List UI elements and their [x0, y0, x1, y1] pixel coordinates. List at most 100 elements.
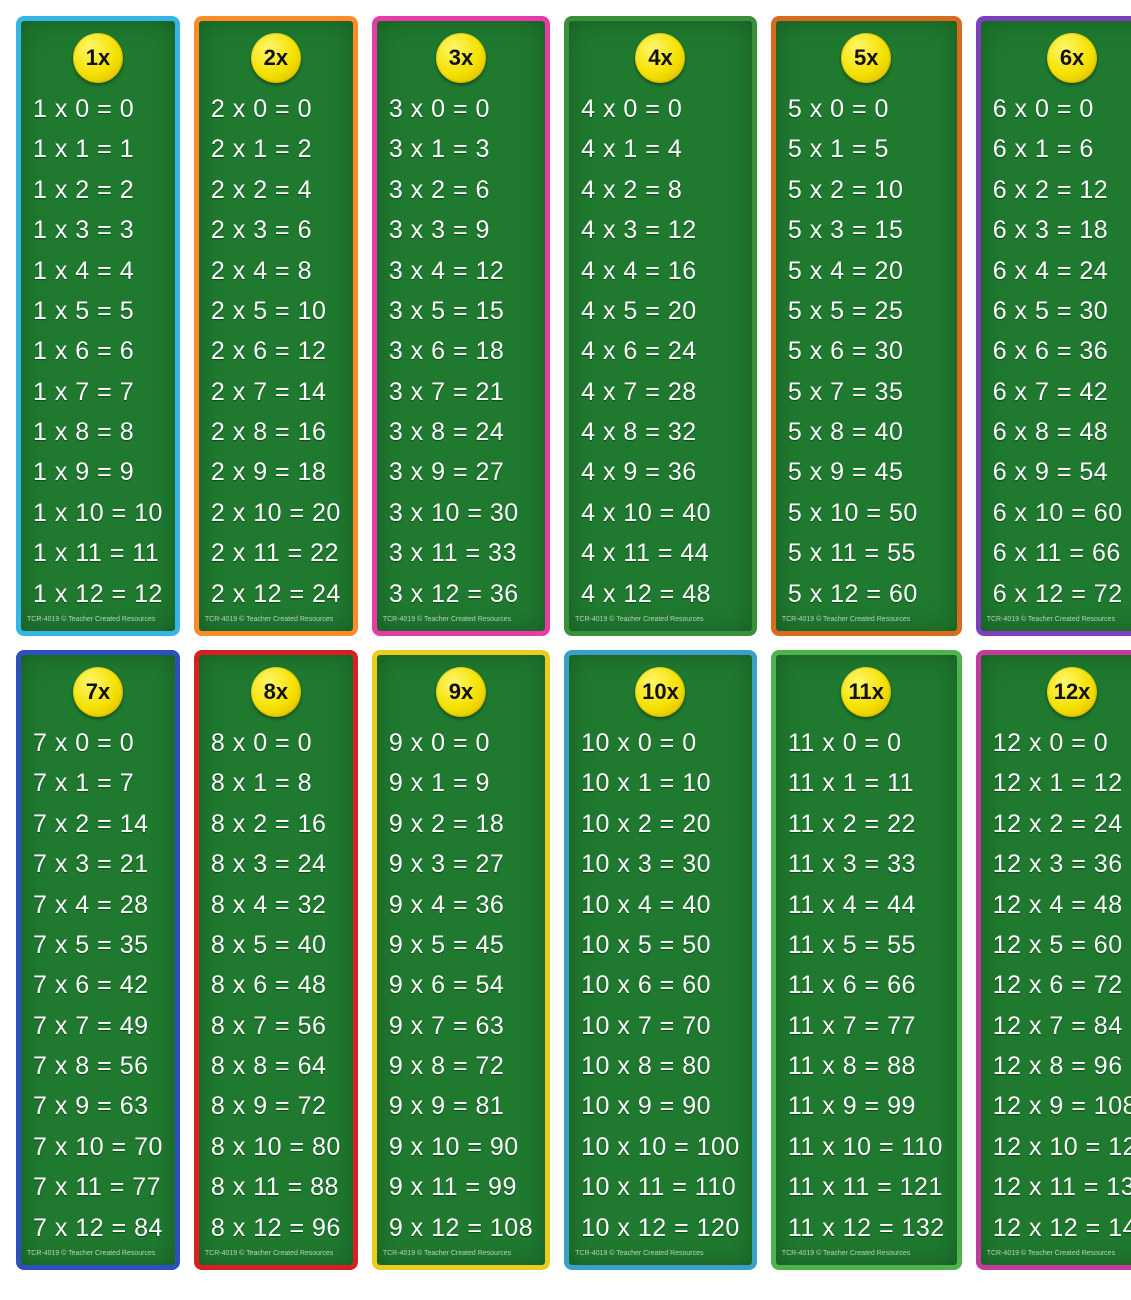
equation-row: 10 x 5 = 50 — [581, 932, 740, 958]
equation-row: 6 x 10 = 60 — [993, 500, 1131, 526]
equation-row: 6 x 12 = 72 — [993, 581, 1131, 607]
panel-badge: 4x — [635, 33, 685, 83]
equation-row: 7 x 1 = 7 — [33, 770, 163, 796]
equation-row: 12 x 1 = 12 — [993, 770, 1131, 796]
equation-row: 9 x 9 = 81 — [389, 1093, 533, 1119]
equation-row: 7 x 10 = 70 — [33, 1134, 163, 1160]
panel-footer: TCR-4019 © Teacher Created Resources — [981, 1250, 1131, 1257]
panel-badge: 9x — [436, 667, 486, 717]
equation-row: 10 x 8 = 80 — [581, 1053, 740, 1079]
equation-row: 8 x 8 = 64 — [211, 1053, 341, 1079]
times-table-panel-11: 11x11 x 0 = 011 x 1 = 1111 x 2 = 2211 x … — [771, 650, 962, 1270]
equation-row: 5 x 0 = 0 — [788, 96, 945, 122]
equation-row: 10 x 9 = 90 — [581, 1093, 740, 1119]
equation-row: 3 x 5 = 15 — [389, 298, 533, 324]
times-table-panel-7: 7x7 x 0 = 07 x 1 = 77 x 2 = 147 x 3 = 21… — [16, 650, 180, 1270]
equation-row: 11 x 4 = 44 — [788, 892, 945, 918]
equation-row: 10 x 6 = 60 — [581, 972, 740, 998]
equation-row: 5 x 6 = 30 — [788, 338, 945, 364]
equation-row: 2 x 11 = 22 — [211, 540, 341, 566]
equation-row: 1 x 2 = 2 — [33, 177, 163, 203]
equation-list: 4 x 0 = 04 x 1 = 44 x 2 = 84 x 3 = 124 x… — [569, 89, 752, 614]
equation-row: 12 x 9 = 108 — [993, 1093, 1131, 1119]
equation-row: 11 x 0 = 0 — [788, 730, 945, 756]
equation-row: 11 x 6 = 66 — [788, 972, 945, 998]
equation-row: 8 x 2 = 16 — [211, 811, 341, 837]
equation-list: 9 x 0 = 09 x 1 = 99 x 2 = 189 x 3 = 279 … — [377, 723, 545, 1248]
equation-row: 8 x 10 = 80 — [211, 1134, 341, 1160]
equation-row: 3 x 7 = 21 — [389, 379, 533, 405]
equation-row: 1 x 0 = 0 — [33, 96, 163, 122]
equation-row: 9 x 7 = 63 — [389, 1013, 533, 1039]
equation-row: 4 x 9 = 36 — [581, 459, 740, 485]
equation-row: 1 x 6 = 6 — [33, 338, 163, 364]
equation-row: 8 x 0 = 0 — [211, 730, 341, 756]
equation-row: 12 x 4 = 48 — [993, 892, 1131, 918]
equation-list: 11 x 0 = 011 x 1 = 1111 x 2 = 2211 x 3 =… — [776, 723, 957, 1248]
times-table-panel-12: 12x12 x 0 = 012 x 1 = 1212 x 2 = 2412 x … — [976, 650, 1131, 1270]
equation-row: 9 x 0 = 0 — [389, 730, 533, 756]
equation-row: 1 x 3 = 3 — [33, 217, 163, 243]
panel-badge: 8x — [251, 667, 301, 717]
equation-row: 10 x 7 = 70 — [581, 1013, 740, 1039]
equation-row: 1 x 10 = 10 — [33, 500, 163, 526]
equation-row: 7 x 5 = 35 — [33, 932, 163, 958]
equation-row: 2 x 7 = 14 — [211, 379, 341, 405]
equation-row: 1 x 7 = 7 — [33, 379, 163, 405]
equation-row: 5 x 10 = 50 — [788, 500, 945, 526]
equation-row: 1 x 1 = 1 — [33, 136, 163, 162]
equation-row: 10 x 0 = 0 — [581, 730, 740, 756]
panel-footer: TCR-4019 © Teacher Created Resources — [776, 1250, 957, 1257]
equation-row: 2 x 4 = 8 — [211, 258, 341, 284]
equation-row: 6 x 11 = 66 — [993, 540, 1131, 566]
equation-list: 7 x 0 = 07 x 1 = 77 x 2 = 147 x 3 = 217 … — [21, 723, 175, 1248]
equation-row: 9 x 1 = 9 — [389, 770, 533, 796]
equation-row: 6 x 1 = 6 — [993, 136, 1131, 162]
equation-row: 8 x 3 = 24 — [211, 851, 341, 877]
equation-row: 2 x 9 = 18 — [211, 459, 341, 485]
equation-row: 9 x 5 = 45 — [389, 932, 533, 958]
equation-row: 5 x 2 = 10 — [788, 177, 945, 203]
equation-row: 2 x 6 = 12 — [211, 338, 341, 364]
equation-row: 3 x 2 = 6 — [389, 177, 533, 203]
equation-row: 12 x 2 = 24 — [993, 811, 1131, 837]
equation-row: 2 x 2 = 4 — [211, 177, 341, 203]
equation-list: 12 x 0 = 012 x 1 = 1212 x 2 = 2412 x 3 =… — [981, 723, 1131, 1248]
equation-row: 4 x 3 = 12 — [581, 217, 740, 243]
equation-row: 1 x 12 = 12 — [33, 581, 163, 607]
panel-footer: TCR-4019 © Teacher Created Resources — [21, 1250, 175, 1257]
equation-row: 10 x 2 = 20 — [581, 811, 740, 837]
equation-row: 3 x 8 = 24 — [389, 419, 533, 445]
equation-row: 3 x 1 = 3 — [389, 136, 533, 162]
equation-list: 2 x 0 = 02 x 1 = 22 x 2 = 42 x 3 = 62 x … — [199, 89, 353, 614]
equation-row: 8 x 5 = 40 — [211, 932, 341, 958]
equation-row: 3 x 4 = 12 — [389, 258, 533, 284]
equation-row: 11 x 12 = 132 — [788, 1215, 945, 1241]
times-table-panel-2: 2x2 x 0 = 02 x 1 = 22 x 2 = 42 x 3 = 62 … — [194, 16, 358, 636]
equation-row: 4 x 7 = 28 — [581, 379, 740, 405]
equation-row: 4 x 0 = 0 — [581, 96, 740, 122]
panel-badge: 1x — [73, 33, 123, 83]
equation-row: 6 x 9 = 54 — [993, 459, 1131, 485]
equation-row: 7 x 11 = 77 — [33, 1174, 163, 1200]
times-table-panel-6: 6x6 x 0 = 06 x 1 = 66 x 2 = 126 x 3 = 18… — [976, 16, 1131, 636]
equation-row: 2 x 8 = 16 — [211, 419, 341, 445]
equation-row: 5 x 5 = 25 — [788, 298, 945, 324]
equation-row: 2 x 1 = 2 — [211, 136, 341, 162]
panel-footer: TCR-4019 © Teacher Created Resources — [981, 616, 1131, 623]
times-table-panel-9: 9x9 x 0 = 09 x 1 = 99 x 2 = 189 x 3 = 27… — [372, 650, 550, 1270]
equation-row: 6 x 6 = 36 — [993, 338, 1131, 364]
panel-badge: 5x — [841, 33, 891, 83]
equation-row: 9 x 4 = 36 — [389, 892, 533, 918]
equation-row: 3 x 12 = 36 — [389, 581, 533, 607]
panel-badge: 6x — [1047, 33, 1097, 83]
equation-row: 1 x 4 = 4 — [33, 258, 163, 284]
equation-row: 8 x 4 = 32 — [211, 892, 341, 918]
equation-row: 2 x 10 = 20 — [211, 500, 341, 526]
equation-row: 9 x 10 = 90 — [389, 1134, 533, 1160]
panel-footer: TCR-4019 © Teacher Created Resources — [199, 616, 353, 623]
equation-row: 12 x 8 = 96 — [993, 1053, 1131, 1079]
equation-row: 10 x 12 = 120 — [581, 1215, 740, 1241]
equation-row: 8 x 1 = 8 — [211, 770, 341, 796]
equation-row: 8 x 9 = 72 — [211, 1093, 341, 1119]
